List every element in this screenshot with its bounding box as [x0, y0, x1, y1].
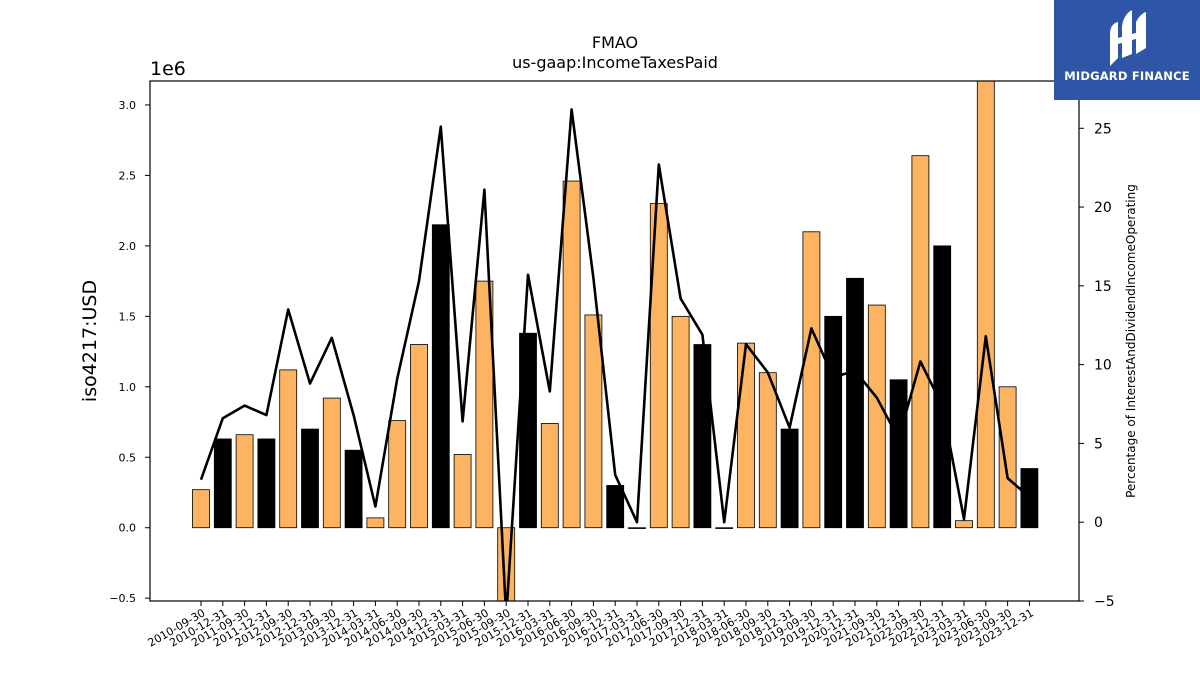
- bar: [846, 277, 864, 529]
- bar: [453, 454, 472, 529]
- x-axis-ticks: 2010-09-302010-12-312011-09-302011-12-31…: [146, 601, 1036, 650]
- y2-tick-label: −5: [1094, 594, 1115, 610]
- bar: [889, 379, 908, 529]
- bar: [366, 517, 385, 529]
- bar: [584, 314, 603, 529]
- chart-title: FMAO: [592, 33, 638, 52]
- bar: [475, 280, 494, 529]
- bar: [955, 520, 973, 529]
- bar: [192, 489, 210, 529]
- y2-tick-label: 10: [1094, 358, 1112, 374]
- bar: [410, 344, 428, 529]
- bar: [213, 438, 232, 529]
- bar: [322, 397, 341, 529]
- bar: [824, 315, 843, 529]
- bar: [279, 369, 298, 529]
- bar: [540, 423, 559, 529]
- y2-axis-label: Percentage of InterestAndDividendIncomeO…: [1124, 184, 1138, 498]
- logo: MIDGARD FINANCE: [1054, 0, 1200, 100]
- bar: [1020, 468, 1039, 529]
- logo-mark-icon: [1110, 10, 1146, 66]
- bar: [344, 449, 363, 529]
- bar: [235, 434, 254, 529]
- bar: [628, 527, 646, 529]
- bar: [867, 304, 886, 529]
- y-axis-ticks: −0.5 0.0 0.5 1.0 1.5 2.0 2.5 3.0: [109, 99, 150, 605]
- y-tick-label: −0.5: [109, 592, 136, 605]
- y2-tick-label: 25: [1094, 121, 1112, 137]
- bar: [671, 315, 690, 529]
- y-axis-label: iso4217:USD: [79, 280, 101, 402]
- bar: [301, 428, 319, 529]
- bar: [431, 224, 450, 529]
- bar: [737, 342, 755, 529]
- logo-text: MIDGARD FINANCE: [1064, 69, 1190, 83]
- bar: [933, 245, 952, 529]
- bar: [693, 344, 712, 529]
- bar: [519, 332, 537, 529]
- y-offset-label: 1e6: [150, 58, 186, 80]
- bar: [911, 155, 930, 529]
- y2-tick-label: 0: [1094, 515, 1103, 531]
- bars-layer: [192, 81, 1039, 601]
- bar: [758, 372, 777, 529]
- bar: [802, 231, 821, 529]
- y-tick-label: 2.0: [119, 240, 137, 253]
- bar: [780, 428, 799, 529]
- chart-subtitle: us-gaap:IncomeTaxesPaid: [512, 53, 718, 72]
- y2-tick-label: 20: [1094, 200, 1112, 216]
- bar: [649, 203, 668, 529]
- series-line: [199, 108, 1031, 601]
- y-tick-label: 2.5: [119, 169, 137, 182]
- y-tick-label: 0.5: [119, 451, 137, 464]
- plot-frame: [149, 80, 1080, 602]
- bar: [257, 438, 276, 529]
- bar: [715, 527, 734, 529]
- bar: [976, 81, 995, 529]
- y2-axis-ticks: −5 0 5 10 15 20 25: [1079, 121, 1115, 610]
- y2-tick-label: 15: [1094, 279, 1112, 295]
- y-tick-label: 3.0: [119, 99, 137, 112]
- bar: [998, 386, 1017, 529]
- bar: [388, 420, 407, 529]
- y2-tick-label: 5: [1094, 436, 1103, 452]
- bar: [562, 180, 581, 529]
- y-tick-label: 0.0: [119, 522, 137, 535]
- y-tick-label: 1.5: [119, 310, 137, 323]
- y-tick-label: 1.0: [119, 381, 137, 394]
- bar: [606, 485, 625, 529]
